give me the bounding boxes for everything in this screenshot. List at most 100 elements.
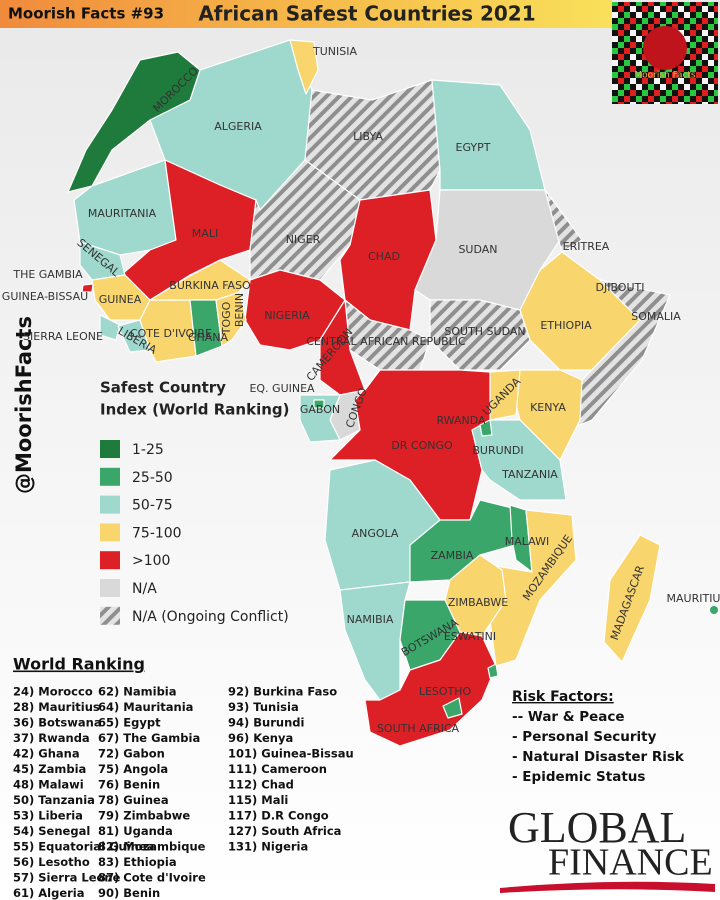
country-label: THE GAMBIA	[12, 268, 83, 281]
country-label: MALAWI	[505, 535, 549, 548]
legend-swatch	[100, 467, 120, 486]
ranking-entry: 24) Morocco	[13, 685, 93, 699]
ranking-entry: 111) Cameroon	[228, 762, 327, 776]
country-label: BURKINA FASO	[169, 279, 251, 292]
country-label: SOUTH AFRICA	[377, 722, 460, 735]
ranking-entry: 42) Ghana	[13, 747, 80, 761]
ranking-entry: 117) D.R Congo	[228, 809, 329, 823]
country-label: GUINEA-BISSAU	[2, 290, 88, 303]
country-label: GHANA	[188, 331, 229, 344]
country-label: SUDAN	[458, 243, 497, 256]
country	[509, 504, 533, 573]
legend-label: 25-50	[132, 470, 173, 486]
country	[313, 399, 325, 409]
series-label: Moorish Facts #93	[8, 5, 164, 23]
legend-title: Safest Country	[100, 379, 226, 397]
country-label: ZIMBABWE	[448, 596, 508, 609]
ranking-entry: 36) Botswana	[13, 716, 102, 730]
ranking-title: World Ranking	[13, 655, 145, 674]
ranking-entry: 112) Chad	[228, 778, 294, 792]
title: African Safest Countries 2021	[198, 2, 535, 26]
country	[487, 663, 499, 679]
ranking-entry: 45) Zambia	[13, 762, 86, 776]
map	[67, 39, 718, 747]
country-label: SOMALIA	[631, 310, 681, 323]
country-label: EGYPT	[456, 141, 491, 154]
country	[429, 299, 531, 371]
ranking-entry: 115) Mali	[228, 793, 288, 807]
side-handle: @MoorishFacts	[12, 316, 36, 494]
country	[289, 39, 319, 95]
country-label: CHAD	[368, 250, 400, 263]
country-label: SOUTH SUDAN	[444, 325, 525, 338]
risk-item: - Natural Disaster Risk	[512, 749, 685, 765]
country	[99, 314, 121, 341]
ranking-entry: 93) Tunisia	[228, 700, 299, 714]
ranking-entry: 50) Tanzania	[13, 793, 95, 807]
ranking-entry: 28) Mauritius	[13, 700, 100, 714]
legend-swatch	[100, 523, 120, 542]
ranking-entry: 94) Burundi	[228, 716, 304, 730]
source-line: GLOBAL	[508, 803, 686, 852]
ranking-entry: 83) Ethiopia	[98, 855, 177, 869]
country-label: GUINEA	[99, 293, 142, 306]
country-label: TANZANIA	[501, 468, 558, 481]
ranking-entry: 65) Egypt	[98, 716, 161, 730]
legend-label: 50-75	[132, 498, 173, 514]
country-label: MAURITANIA	[88, 207, 157, 220]
ranking-entry: 56) Lesotho	[13, 855, 90, 869]
ranking-entry: 82) Mozambique	[98, 840, 206, 854]
ranking-entry: 131) Nigeria	[228, 840, 308, 854]
legend-items: 1-25 25-50 50-75 75-100 >100 N/A N/A (Ongoing …	[100, 440, 289, 625]
ranking-entry: 48) Malawi	[13, 778, 84, 792]
country-label: NIGERIA	[264, 309, 310, 322]
country-label: CENTRAL AFRICAN REPUBLIC	[306, 335, 466, 348]
country-label: BURUNDI	[472, 444, 523, 457]
ranking-entry: 54) Senegal	[13, 824, 90, 838]
legend-title: Index (World Ranking)	[100, 401, 289, 419]
ranking-entry: 81) Uganda	[98, 824, 173, 838]
ranking-entry: 78) Guinea	[98, 793, 169, 807]
country-label: ZAMBIA	[431, 549, 474, 562]
logo-text: Moorish Facts	[634, 71, 696, 81]
legend-swatch	[100, 579, 120, 597]
country-label: KENYA	[530, 401, 566, 414]
ranking-entry: 101) Guinea-Bissau	[228, 747, 354, 761]
risk-factors: Risk Factors: -- War & Peace - Personal S…	[512, 689, 685, 785]
ranking-entry: 55) Equatorial Guinea	[13, 840, 154, 854]
ranking-entry: 61) Algeria	[13, 886, 85, 900]
country-label: NAMIBIA	[347, 613, 394, 626]
country	[119, 159, 257, 301]
country	[344, 299, 431, 371]
country	[67, 51, 201, 193]
country-label: ESWATINI	[444, 630, 496, 643]
country	[603, 534, 661, 663]
country-label: LIBYA	[353, 130, 383, 143]
logo: Moorish Facts	[612, 2, 718, 104]
country-label: MALI	[192, 227, 218, 240]
source-swoosh	[500, 881, 715, 893]
logo-emblem	[643, 26, 687, 70]
country-label: MAURITIUS	[667, 592, 720, 605]
source-logo: GLOBAL FINANCE	[500, 803, 715, 893]
legend-swatch	[100, 440, 120, 458]
legend-label: 75-100	[132, 525, 182, 541]
ranking-entry: 90) Benin	[98, 886, 160, 900]
ranking-entry: 57) Sierra Leone	[13, 871, 121, 885]
ranking-entry: 72) Gabon	[98, 747, 165, 761]
ranking-entry: 53) Liberia	[13, 809, 83, 823]
ranking-entry: 79) Zimbabwe	[98, 809, 190, 823]
ranking-entry: 62) Namibia	[98, 685, 177, 699]
country-label: LESOTHO	[419, 685, 472, 698]
risk-item: - Epidemic Status	[512, 769, 645, 785]
country-label: SIERRA LEONE	[23, 330, 103, 343]
country	[442, 697, 463, 719]
country-label: TUNISIA	[312, 45, 357, 58]
country-label: ALGERIA	[214, 120, 262, 133]
country-label: DR CONGO	[391, 439, 453, 452]
header-bar	[0, 0, 612, 28]
country-label: TOGO	[220, 301, 233, 335]
country-label: ANGOLA	[352, 527, 399, 540]
island	[710, 606, 718, 614]
